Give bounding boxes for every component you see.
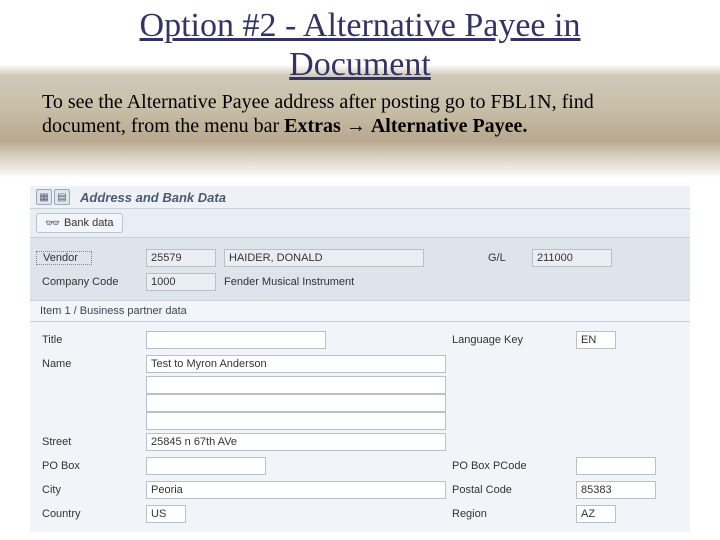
title-row: Title Language Key EN bbox=[36, 328, 684, 352]
langkey-label: Language Key bbox=[446, 334, 546, 346]
pobox-label: PO Box bbox=[36, 460, 146, 472]
company-row: Company Code 1000 Fender Musical Instrum… bbox=[36, 270, 684, 294]
glasses-icon: 👓 bbox=[45, 216, 60, 230]
list-icon[interactable]: ▤ bbox=[54, 189, 70, 205]
pobox-row: PO Box PO Box PCode bbox=[36, 454, 684, 478]
vendor-name: HAIDER, DONALD bbox=[224, 249, 424, 267]
title-line1: Option #2 - Alternative Payee in bbox=[140, 7, 581, 44]
name-row: Name Test to Myron Anderson bbox=[36, 352, 684, 376]
name-row-2 bbox=[36, 376, 684, 394]
region-input[interactable]: AZ bbox=[576, 505, 616, 523]
pobox-pcode-input[interactable] bbox=[576, 457, 656, 475]
street-input[interactable]: 25845 n 67th AVe bbox=[146, 433, 446, 451]
instruction-altpayee: Alternative Payee. bbox=[371, 115, 528, 137]
title-line2: Document bbox=[289, 46, 431, 83]
toolbar: 👓 Bank data bbox=[30, 208, 690, 238]
app-header: ▦ ▤ Address and Bank Data bbox=[30, 186, 690, 208]
name-row-4 bbox=[36, 412, 684, 430]
bank-data-label: Bank data bbox=[64, 217, 114, 229]
postal-input[interactable]: 85383 bbox=[576, 481, 656, 499]
sap-app-window: ▦ ▤ Address and Bank Data 👓 Bank data Ve… bbox=[30, 186, 690, 532]
vendor-label: Vendor bbox=[36, 251, 92, 265]
street-row: Street 25845 n 67th AVe bbox=[36, 430, 684, 454]
country-label: Country bbox=[36, 508, 146, 520]
vendor-row: Vendor 25579 HAIDER, DONALD G/L 211000 bbox=[36, 246, 684, 270]
name-row-3 bbox=[36, 394, 684, 412]
name3-input[interactable] bbox=[146, 394, 446, 412]
name-label: Name bbox=[36, 358, 146, 370]
name4-input[interactable] bbox=[146, 412, 446, 430]
name2-input[interactable] bbox=[146, 376, 446, 394]
postal-label: Postal Code bbox=[446, 484, 546, 496]
street-label: Street bbox=[36, 436, 146, 448]
company-name: Fender Musical Instrument bbox=[224, 276, 354, 288]
company-label: Company Code bbox=[36, 276, 146, 288]
partner-grid: Title Language Key EN Name Test to Myron… bbox=[30, 322, 690, 532]
header-icons: ▦ ▤ bbox=[36, 189, 70, 205]
pobox-input[interactable] bbox=[146, 457, 266, 475]
city-row: City Peoria Postal Code 85383 bbox=[36, 478, 684, 502]
app-title: Address and Bank Data bbox=[80, 190, 226, 205]
slide-title: Option #2 - Alternative Payee in Documen… bbox=[0, 0, 720, 84]
instruction-text: To see the Alternative Payee address aft… bbox=[0, 84, 720, 142]
header-form: Vendor 25579 HAIDER, DONALD G/L 211000 C… bbox=[30, 238, 690, 300]
slide: Option #2 - Alternative Payee in Documen… bbox=[0, 0, 720, 540]
bank-data-button[interactable]: 👓 Bank data bbox=[36, 213, 123, 233]
form-icon[interactable]: ▦ bbox=[36, 189, 52, 205]
title-field-label: Title bbox=[36, 334, 146, 346]
region-label: Region bbox=[446, 508, 546, 520]
instruction-arrow: → bbox=[341, 115, 371, 137]
city-label: City bbox=[36, 484, 146, 496]
title-input[interactable] bbox=[146, 331, 326, 349]
vendor-code: 25579 bbox=[146, 249, 216, 267]
country-row: Country US Region AZ bbox=[36, 502, 684, 526]
city-input[interactable]: Peoria bbox=[146, 481, 446, 499]
pobox-pcode-label: PO Box PCode bbox=[446, 460, 546, 472]
country-input[interactable]: US bbox=[146, 505, 186, 523]
gl-label: G/L bbox=[482, 252, 512, 264]
instruction-extras: Extras bbox=[284, 115, 341, 137]
company-code: 1000 bbox=[146, 273, 216, 291]
section-tab: Item 1 / Business partner data bbox=[30, 300, 690, 322]
gl-value: 211000 bbox=[532, 249, 612, 267]
name-input[interactable]: Test to Myron Anderson bbox=[146, 355, 446, 373]
langkey-input[interactable]: EN bbox=[576, 331, 616, 349]
